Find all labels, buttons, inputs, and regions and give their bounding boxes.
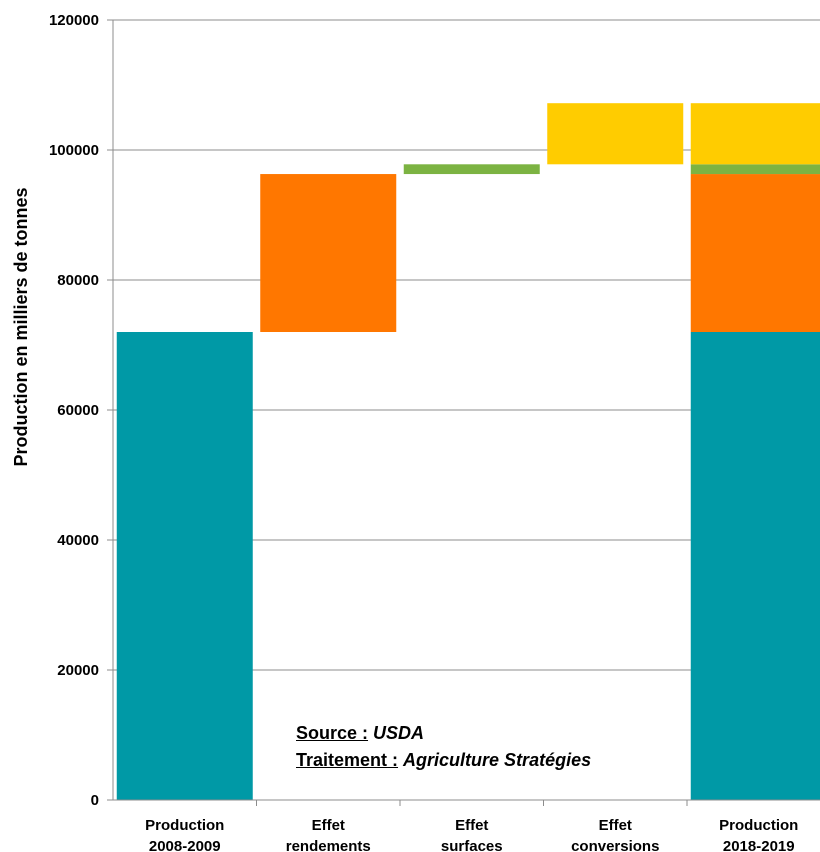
y-tick-label: 100000 xyxy=(49,142,99,159)
y-tick-label: 20000 xyxy=(57,662,99,679)
source-value: USDA xyxy=(373,723,425,743)
x-category-label: 2008-2009 xyxy=(149,838,221,852)
treatment-line: Traitement : Agriculture Stratégies xyxy=(296,747,591,774)
bar-segment xyxy=(690,103,820,165)
x-category-labels: Production 2008-2009 Effet rendements Effet s… xyxy=(145,817,798,852)
source-line: Source : USDA xyxy=(296,720,591,747)
bar-segment xyxy=(116,332,253,800)
x-category-label: Effet xyxy=(312,817,345,834)
y-tick-label: 80000 xyxy=(57,272,99,289)
x-category-label: surfaces xyxy=(441,838,503,852)
x-category-label: 2018-2019 xyxy=(723,838,795,852)
treatment-label: Traitement : xyxy=(296,750,399,770)
bar-segment xyxy=(690,174,820,332)
bar-segment xyxy=(403,164,540,175)
bars xyxy=(116,103,820,800)
y-tick-label: 60000 xyxy=(57,402,99,419)
x-category-label: rendements xyxy=(286,838,371,852)
y-tick-label: 40000 xyxy=(57,532,99,549)
y-axis-label: Production en milliers de tonnes xyxy=(11,187,31,466)
x-category-label: conversions xyxy=(571,838,659,852)
x-category-label: Production xyxy=(719,817,798,834)
bar-segment xyxy=(547,103,684,165)
bar-segment xyxy=(690,332,820,800)
x-category-label: Effet xyxy=(599,817,632,834)
treatment-value: Agriculture Stratégies xyxy=(403,750,592,770)
y-tick-labels: 0 20000 40000 60000 80000 100000 120000 xyxy=(49,12,99,809)
source-label: Source : xyxy=(296,723,369,743)
x-category-label: Effet xyxy=(455,817,488,834)
axes xyxy=(107,19,820,806)
y-tick-label: 0 xyxy=(91,792,99,809)
y-tick-label: 120000 xyxy=(49,12,99,29)
source-annotation: Source : USDA Traitement : Agriculture S… xyxy=(296,720,591,774)
bar-segment xyxy=(690,164,820,175)
x-category-label: Production xyxy=(145,817,224,834)
bar-segment xyxy=(260,174,397,332)
